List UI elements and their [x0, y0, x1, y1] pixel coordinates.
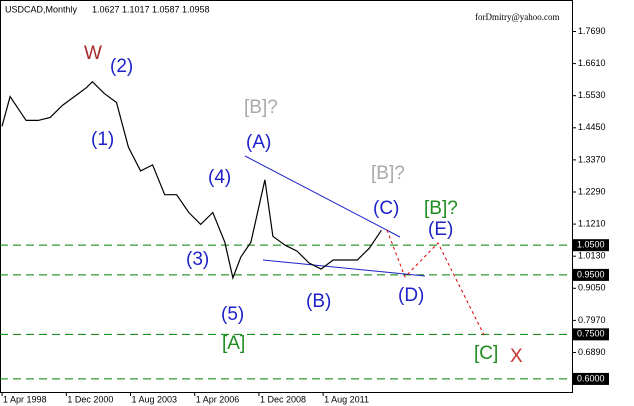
wave-label: W: [84, 43, 102, 64]
wave-label: (D): [398, 285, 424, 306]
y-tick-label: 1.0130: [578, 251, 606, 261]
ohlc-value: 1.0587: [152, 4, 180, 14]
price-line: [1, 80, 382, 280]
wave-label: (E): [428, 219, 453, 240]
wave-label: (B): [306, 291, 331, 312]
watermark: forDmitry@yahoo.com: [475, 12, 560, 22]
x-tick-label: 1 Dec 2000: [67, 394, 113, 404]
y-tick-label: 1.3370: [578, 154, 606, 164]
ohlc-value: 1.0958: [182, 4, 210, 14]
wave-label: X: [510, 346, 523, 367]
x-tick-label: 1 Aug 2011: [324, 394, 369, 404]
level-label-box: [573, 328, 609, 341]
y-tick-label: 0.7970: [578, 315, 606, 325]
level-label-box: [573, 372, 609, 385]
y-tick-label: 1.6610: [578, 58, 606, 68]
plot-frame: [0, 0, 573, 393]
y-tick-label: 0.9050: [578, 283, 606, 293]
level-label: 0.6000: [577, 373, 605, 383]
y-tick-label: 1.7690: [578, 26, 606, 36]
wave-label: (3): [186, 249, 209, 270]
ohlc-value: 1.0627: [92, 4, 120, 14]
forecast-path: [386, 229, 485, 336]
trend-line: [262, 259, 426, 277]
x-tick-label: 1 Dec 2008: [260, 394, 306, 404]
y-tick-label: 1.5530: [578, 90, 606, 100]
ohlc-value: 1.1017: [122, 4, 150, 14]
level-label: 1.0500: [577, 240, 605, 250]
level-label: 0.7500: [577, 329, 605, 339]
level-label-box: [573, 268, 609, 281]
x-tick-label: 1 Apr 1998: [3, 394, 47, 404]
wave-label: (C): [373, 198, 399, 219]
chart-title: USDCAD,Monthly: [5, 4, 78, 14]
level-label: 0.9500: [577, 269, 605, 279]
x-tick-label: 1 Apr 2006: [196, 394, 240, 404]
x-tick-label: 1 Aug 2003: [131, 394, 177, 404]
wave-label: [B]?: [371, 163, 405, 184]
wave-label: (5): [221, 304, 244, 325]
y-tick-label: 1.4450: [578, 122, 606, 132]
y-tick-label: 1.1210: [578, 218, 606, 228]
y-tick-label: 1.2290: [578, 186, 606, 196]
wave-label: (1): [91, 129, 114, 150]
level-label-box: [573, 239, 609, 252]
wave-label: [B]?: [424, 198, 458, 219]
wave-label: [A]: [222, 333, 245, 354]
wave-label: [B]?: [244, 97, 278, 118]
wave-label: (4): [208, 167, 231, 188]
wave-label: (A): [246, 132, 271, 153]
trend-line: [244, 155, 401, 238]
wave-label: (2): [110, 56, 133, 77]
y-tick-label: 0.6890: [578, 347, 606, 357]
wave-label: [C]: [474, 343, 498, 364]
